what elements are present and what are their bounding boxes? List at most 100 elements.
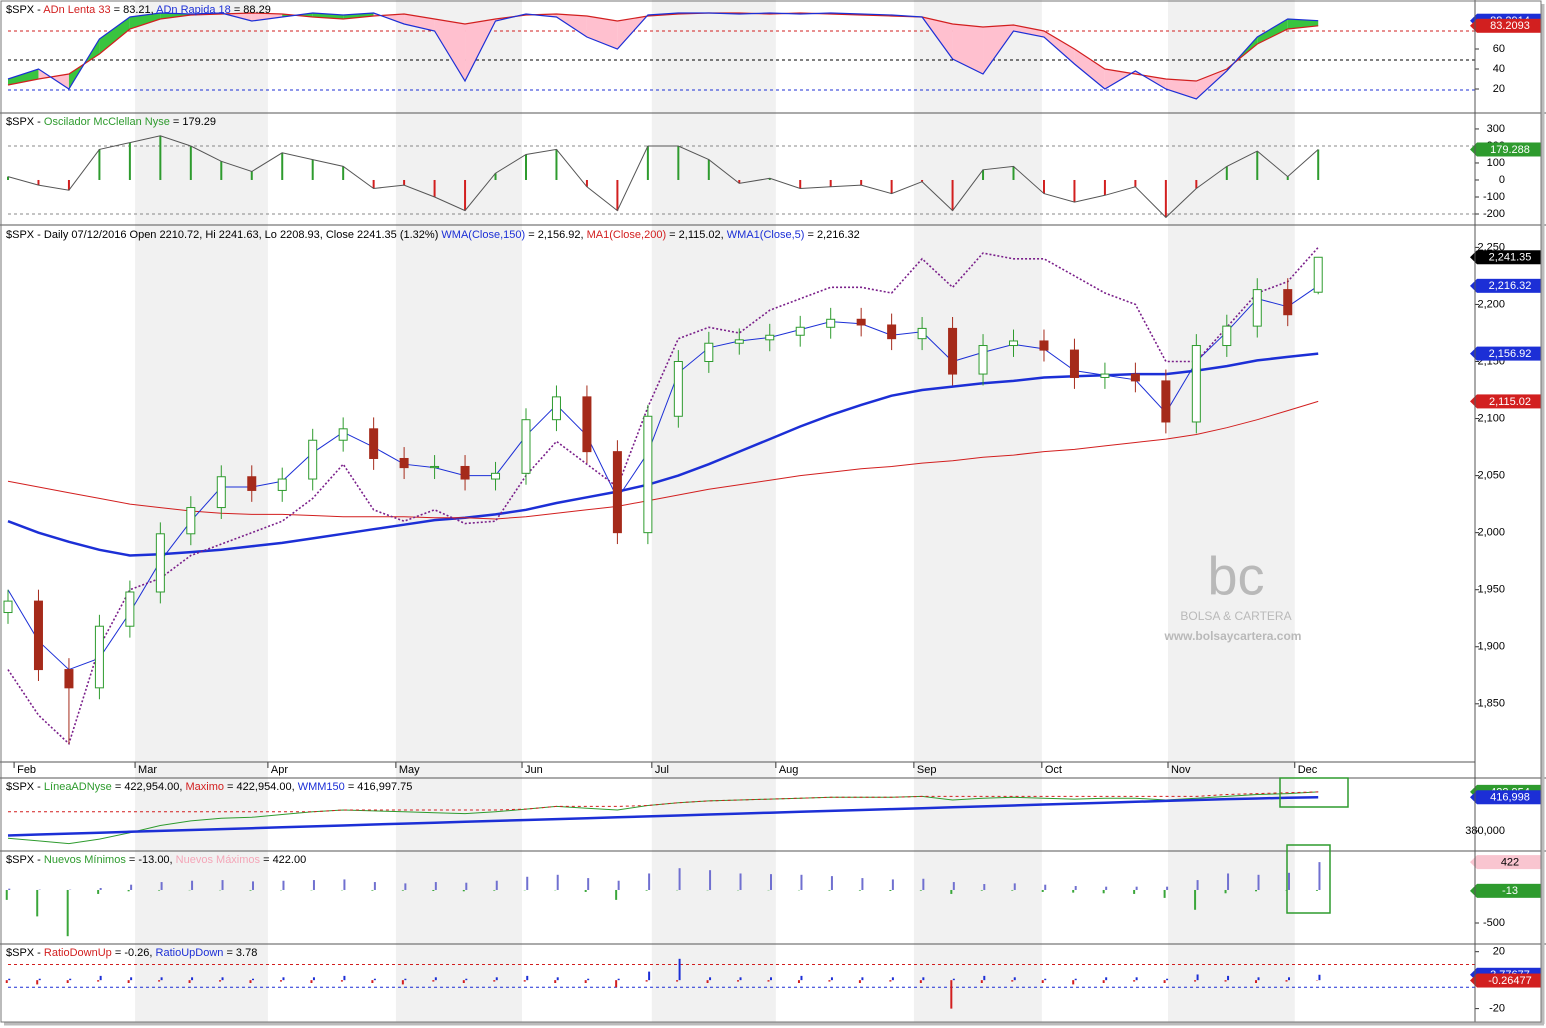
- value-box-label: -0.26477: [1488, 975, 1531, 987]
- value-box-label: 2,115.02: [1489, 396, 1531, 408]
- title-segment: ADn Rapida 18: [156, 4, 231, 16]
- title-segment: = -0.26,: [112, 947, 156, 959]
- value-box-label: 422: [1501, 857, 1519, 869]
- panel-title: $SPX - Daily 07/12/2016 Open 2210.72, Hi…: [6, 229, 860, 241]
- panel-title: $SPX - ADn Lenta 33 = 83.21, ADn Rapida …: [6, 4, 271, 16]
- y-tick-label: 300: [1487, 123, 1505, 135]
- title-segment: Oscilador McClellan Nyse: [44, 116, 170, 128]
- area-fill: [1074, 49, 1105, 89]
- y-tick-label: 1,900: [1477, 641, 1505, 653]
- candle-body: [734, 339, 744, 344]
- candle-body: [1039, 340, 1049, 351]
- value-box: [1477, 18, 1543, 33]
- y-tick-label: -500: [1483, 917, 1505, 929]
- highlight-box: [1279, 777, 1349, 808]
- value-box-label: 83.2093: [1490, 20, 1530, 32]
- value-box: [1477, 142, 1543, 157]
- value-box: [1477, 346, 1543, 361]
- title-segment: LíneaADNyse: [44, 781, 112, 793]
- area-fill: [952, 24, 984, 74]
- value-box: [1477, 250, 1543, 265]
- candle-body: [978, 345, 988, 375]
- candle-body: [643, 415, 653, 534]
- candle-body: [887, 324, 897, 340]
- area-fill: [1165, 79, 1197, 99]
- y-tick-label: 20: [1493, 946, 1505, 958]
- candle-body: [308, 439, 318, 480]
- candle-body: [1191, 345, 1201, 423]
- title-segment: = 179.29: [170, 116, 216, 128]
- candle-body: [1069, 349, 1079, 378]
- month-band: [135, 0, 268, 1022]
- y-tick-label: -100: [1483, 191, 1505, 203]
- panel-title: $SPX - Nuevos Mínimos = -13.00, Nuevos M…: [6, 854, 306, 866]
- y-tick-label: 2,200: [1477, 298, 1505, 310]
- candle-body: [460, 465, 470, 480]
- candle-body: [917, 327, 927, 340]
- value-box-label: 2,241.35: [1489, 252, 1532, 264]
- candle-body: [795, 326, 805, 336]
- candle-body: [1009, 340, 1019, 347]
- candle-body: [551, 396, 561, 421]
- y-tick-label: 40: [1493, 63, 1505, 75]
- candle-body: [369, 428, 379, 459]
- candle-body: [277, 478, 287, 491]
- title-segment: RatioUpDown: [156, 947, 224, 959]
- y-tick-label: 380,000: [1465, 825, 1505, 837]
- title-segment: ADn Lenta 33: [43, 4, 110, 16]
- value-box: [1477, 855, 1543, 870]
- title-segment: = 88.29: [231, 4, 271, 16]
- area-fill: [251, 13, 283, 21]
- month-band: [395, 0, 523, 1022]
- candle-body: [33, 600, 43, 671]
- candle-body: [948, 327, 958, 375]
- x-tick-label: Jul: [655, 764, 669, 776]
- title-segment: $SPX -: [6, 854, 44, 866]
- title-segment: $SPX - Daily 07/12/2016 Open 2210.72, Hi…: [6, 229, 441, 241]
- x-tick-label: May: [399, 764, 420, 776]
- series-line: [7, 285, 1319, 671]
- candle-body: [704, 342, 714, 363]
- title-segment: = 422,954.00,: [112, 781, 186, 793]
- title-segment: RatioDownUp: [44, 947, 112, 959]
- candle-body: [338, 428, 348, 441]
- title-segment: = 2,115.02,: [666, 229, 727, 241]
- series-line: [7, 135, 1319, 219]
- panel-title: $SPX - LíneaADNyse = 422,954.00, Maximo …: [6, 781, 412, 793]
- value-box: [1477, 883, 1543, 898]
- x-tick-label: Sep: [917, 764, 937, 776]
- candle-body: [155, 533, 165, 593]
- title-segment: $SPX -: [6, 116, 44, 128]
- watermark: bc BOLSA & CARTERA www.bolsaycartera.com: [1164, 546, 1302, 643]
- area-fill: [129, 13, 161, 29]
- highlight-box: [1286, 844, 1331, 914]
- panel-title: $SPX - Oscilador McClellan Nyse = 179.29: [6, 116, 216, 128]
- candle-body: [1130, 373, 1140, 382]
- month-band: [1167, 0, 1295, 1022]
- y-tick-label: 20: [1493, 83, 1505, 95]
- title-segment: $SPX -: [6, 781, 44, 793]
- y-tick-label: 2,050: [1477, 470, 1505, 482]
- candle-body: [1222, 325, 1232, 347]
- area-fill: [1013, 25, 1044, 37]
- candle-body: [582, 396, 592, 453]
- area-fill: [1043, 31, 1075, 64]
- candle-body: [826, 318, 836, 328]
- title-segment: = -13.00,: [126, 854, 176, 866]
- candle-body: [216, 476, 226, 509]
- series-line: [7, 12, 1319, 100]
- area-fill: [343, 13, 374, 19]
- title-segment: = 422.00: [260, 854, 306, 866]
- area-fill: [1257, 19, 1288, 44]
- candle-body: [612, 451, 622, 534]
- series-line: [8, 791, 1319, 813]
- candle-body: [1161, 380, 1171, 423]
- area-fill: [556, 14, 587, 37]
- title-segment: = 416,997.75: [345, 781, 413, 793]
- title-segment: = 83.21,: [111, 4, 157, 16]
- y-tick-label: 100: [1487, 157, 1505, 169]
- y-tick-label: 2,100: [1477, 412, 1505, 424]
